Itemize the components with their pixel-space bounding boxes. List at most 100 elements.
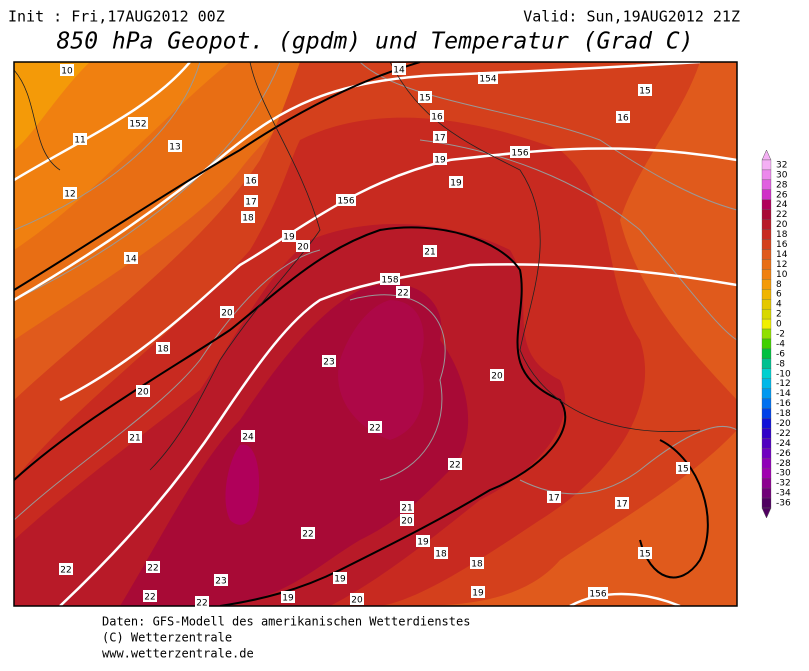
legend-swatch <box>761 438 772 449</box>
contour-label: 156 <box>337 197 354 207</box>
legend-swatch <box>761 239 772 250</box>
legend-swatch <box>761 378 772 389</box>
legend-label: -10 <box>776 369 791 379</box>
label-box <box>490 369 504 381</box>
legend-swatch <box>761 358 772 369</box>
legend-swatch <box>761 169 772 181</box>
label-box <box>60 64 74 76</box>
legend-swatch <box>761 418 772 429</box>
contour-label: 17 <box>245 198 256 208</box>
legend-label: -2 <box>776 330 785 340</box>
map-frame <box>13 61 738 607</box>
contour-label: 20 <box>297 243 309 253</box>
contour-label: 19 <box>472 589 484 599</box>
contour-label: 16 <box>245 177 257 187</box>
legend-swatch <box>761 458 772 469</box>
legend-cap <box>761 507 772 519</box>
label-box <box>676 462 690 474</box>
contour-label: 22 <box>196 599 207 609</box>
label-box <box>588 587 608 599</box>
label-box <box>244 174 258 186</box>
label-box <box>336 194 356 206</box>
legend-label: 8 <box>776 280 782 290</box>
legend-label: 26 <box>776 190 788 200</box>
legend-swatch <box>761 259 772 270</box>
label-box <box>333 572 347 584</box>
legend-label: -20 <box>776 419 791 429</box>
label-box <box>128 117 148 129</box>
legend-label: 14 <box>776 250 788 260</box>
contour-label: 21 <box>424 248 435 258</box>
contour-label: 22 <box>397 289 408 299</box>
contour-label: 17 <box>548 494 559 504</box>
label-box <box>616 111 630 123</box>
contour-label: 16 <box>617 114 629 124</box>
contour-label: 22 <box>60 566 71 576</box>
contour-label: 154 <box>479 75 496 85</box>
legend-swatch <box>761 478 772 489</box>
legend-swatch <box>761 308 772 320</box>
label-box <box>478 72 498 84</box>
label-box <box>368 421 382 433</box>
legend-swatch <box>761 338 772 350</box>
coastlines <box>14 62 701 471</box>
contour-label: 14 <box>393 66 405 76</box>
color-legend: 32302826242220181614121086420-2-4-6-8-10… <box>761 149 791 519</box>
label-box <box>400 501 414 513</box>
legend-label: -16 <box>776 399 791 409</box>
legend-label: 24 <box>776 200 788 210</box>
contour-label: 21 <box>401 504 412 514</box>
label-box <box>434 547 448 559</box>
label-box <box>156 342 170 354</box>
legend-cap <box>761 149 772 161</box>
legend-label: -24 <box>776 439 791 449</box>
label-box <box>392 63 406 75</box>
contour-label: 15 <box>639 87 650 97</box>
label-box <box>350 593 364 605</box>
footer-line: Daten: GFS-Modell des amerikanischen Wet… <box>102 615 470 629</box>
label-box <box>282 230 296 242</box>
label-box <box>128 431 142 443</box>
contour-label: 23 <box>323 358 334 368</box>
label-box <box>143 590 157 602</box>
contour-label: 18 <box>242 214 254 224</box>
legend-swatch <box>761 279 772 290</box>
legend-label: -26 <box>776 449 791 459</box>
label-box <box>400 514 414 526</box>
legend-swatch <box>761 189 772 200</box>
label-box <box>244 195 258 207</box>
contour-label: 19 <box>282 594 294 604</box>
label-box <box>418 91 432 103</box>
contour-label: 156 <box>511 149 528 159</box>
contour-label: 22 <box>144 593 155 603</box>
label-box <box>430 110 444 122</box>
contour-label: 20 <box>401 517 413 527</box>
contour-label: 156 <box>589 590 606 600</box>
label-box <box>638 84 652 96</box>
legend-label: -14 <box>776 389 791 399</box>
contour-label: 19 <box>334 575 346 585</box>
contour-label: 20 <box>221 309 233 319</box>
legend-label: 2 <box>776 310 782 320</box>
label-box <box>510 146 530 158</box>
contour-label: 22 <box>449 461 460 471</box>
label-box <box>433 153 447 165</box>
legend-swatch <box>761 159 772 171</box>
label-box <box>168 140 182 152</box>
legend-label: 32 <box>776 160 787 170</box>
legend-swatch <box>761 199 772 210</box>
contour-label: 20 <box>137 388 149 398</box>
legend-swatch <box>761 368 772 379</box>
label-box <box>281 591 295 603</box>
legend-label: 28 <box>776 180 788 190</box>
label-box <box>396 286 410 298</box>
contour-label: 15 <box>419 94 430 104</box>
label-box <box>220 306 234 318</box>
legend-swatch <box>761 219 772 230</box>
contour-label: 24 <box>242 433 254 443</box>
legend-swatch <box>761 428 772 439</box>
legend-label: 4 <box>776 300 782 310</box>
label-box <box>448 458 462 470</box>
label-box <box>195 596 209 608</box>
